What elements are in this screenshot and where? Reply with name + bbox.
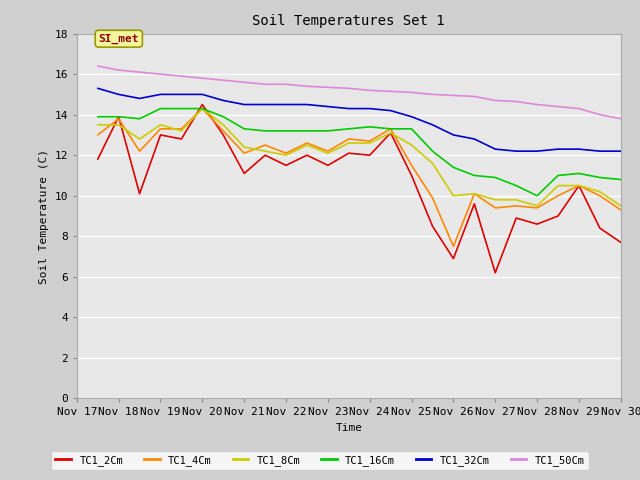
- Title: Soil Temperatures Set 1: Soil Temperatures Set 1: [253, 14, 445, 28]
- Y-axis label: Soil Temperature (C): Soil Temperature (C): [38, 148, 49, 284]
- X-axis label: Time: Time: [335, 423, 362, 433]
- Text: SI_met: SI_met: [99, 34, 139, 44]
- Legend: TC1_2Cm, TC1_4Cm, TC1_8Cm, TC1_16Cm, TC1_32Cm, TC1_50Cm: TC1_2Cm, TC1_4Cm, TC1_8Cm, TC1_16Cm, TC1…: [51, 451, 589, 470]
